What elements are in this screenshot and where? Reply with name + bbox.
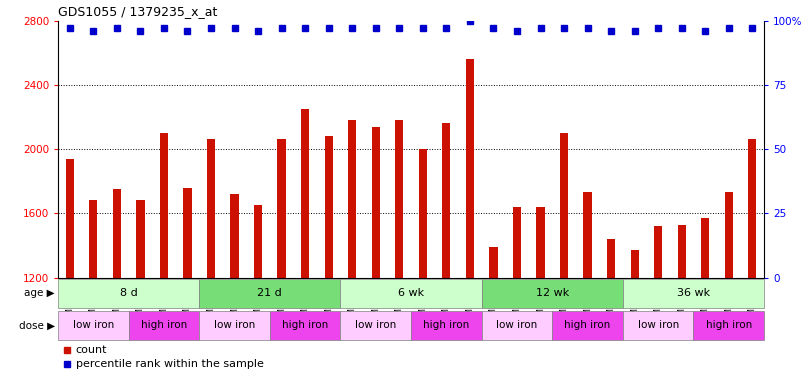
Bar	[207, 140, 215, 375]
Bar	[183, 188, 192, 375]
Text: age ▶: age ▶	[24, 288, 55, 298]
Text: dose ▶: dose ▶	[19, 320, 55, 330]
Bar	[277, 140, 286, 375]
Bar	[701, 218, 709, 375]
Bar	[418, 149, 427, 375]
Bar	[623, 311, 693, 340]
Bar	[270, 311, 340, 340]
Bar	[395, 120, 404, 375]
Text: low iron: low iron	[214, 320, 256, 330]
Bar	[348, 120, 356, 375]
Text: GDS1055 / 1379235_x_at: GDS1055 / 1379235_x_at	[58, 5, 218, 18]
Text: low iron: low iron	[638, 320, 679, 330]
Text: high iron: high iron	[423, 320, 469, 330]
Bar	[160, 133, 168, 375]
Bar	[65, 159, 74, 375]
Text: count: count	[76, 345, 107, 355]
Text: high iron: high iron	[141, 320, 187, 330]
Text: 21 d: 21 d	[257, 288, 282, 298]
Text: low iron: low iron	[355, 320, 397, 330]
Bar	[340, 279, 482, 308]
Bar	[442, 123, 451, 375]
Bar	[411, 311, 482, 340]
Bar	[584, 192, 592, 375]
Bar	[482, 311, 552, 340]
Bar	[325, 136, 333, 375]
Bar	[340, 311, 411, 340]
Bar	[536, 207, 545, 375]
Text: 12 wk: 12 wk	[536, 288, 569, 298]
Bar	[552, 311, 623, 340]
Text: high iron: high iron	[564, 320, 611, 330]
Text: 6 wk: 6 wk	[398, 288, 424, 298]
Bar	[693, 311, 764, 340]
Bar	[725, 192, 733, 375]
Bar	[58, 311, 129, 340]
Text: 36 wk: 36 wk	[677, 288, 710, 298]
Bar	[301, 109, 310, 375]
Text: percentile rank within the sample: percentile rank within the sample	[76, 359, 264, 369]
Bar	[678, 225, 686, 375]
Bar	[254, 205, 262, 375]
Text: high iron: high iron	[706, 320, 752, 330]
Text: low iron: low iron	[73, 320, 114, 330]
Bar	[113, 189, 121, 375]
Bar	[89, 200, 98, 375]
Bar	[748, 140, 757, 375]
Text: low iron: low iron	[496, 320, 538, 330]
Text: 8 d: 8 d	[120, 288, 138, 298]
Bar	[654, 226, 663, 375]
Bar	[136, 200, 144, 375]
Bar	[58, 279, 199, 308]
Bar	[607, 239, 615, 375]
Bar	[513, 207, 521, 375]
Bar	[129, 311, 199, 340]
Bar	[231, 194, 239, 375]
Bar	[489, 247, 497, 375]
Bar	[372, 127, 380, 375]
Bar	[630, 250, 639, 375]
Bar	[482, 279, 623, 308]
Bar	[199, 279, 340, 308]
Bar	[560, 133, 568, 375]
Bar	[623, 279, 764, 308]
Bar	[199, 311, 270, 340]
Text: high iron: high iron	[282, 320, 328, 330]
Bar	[466, 59, 474, 375]
